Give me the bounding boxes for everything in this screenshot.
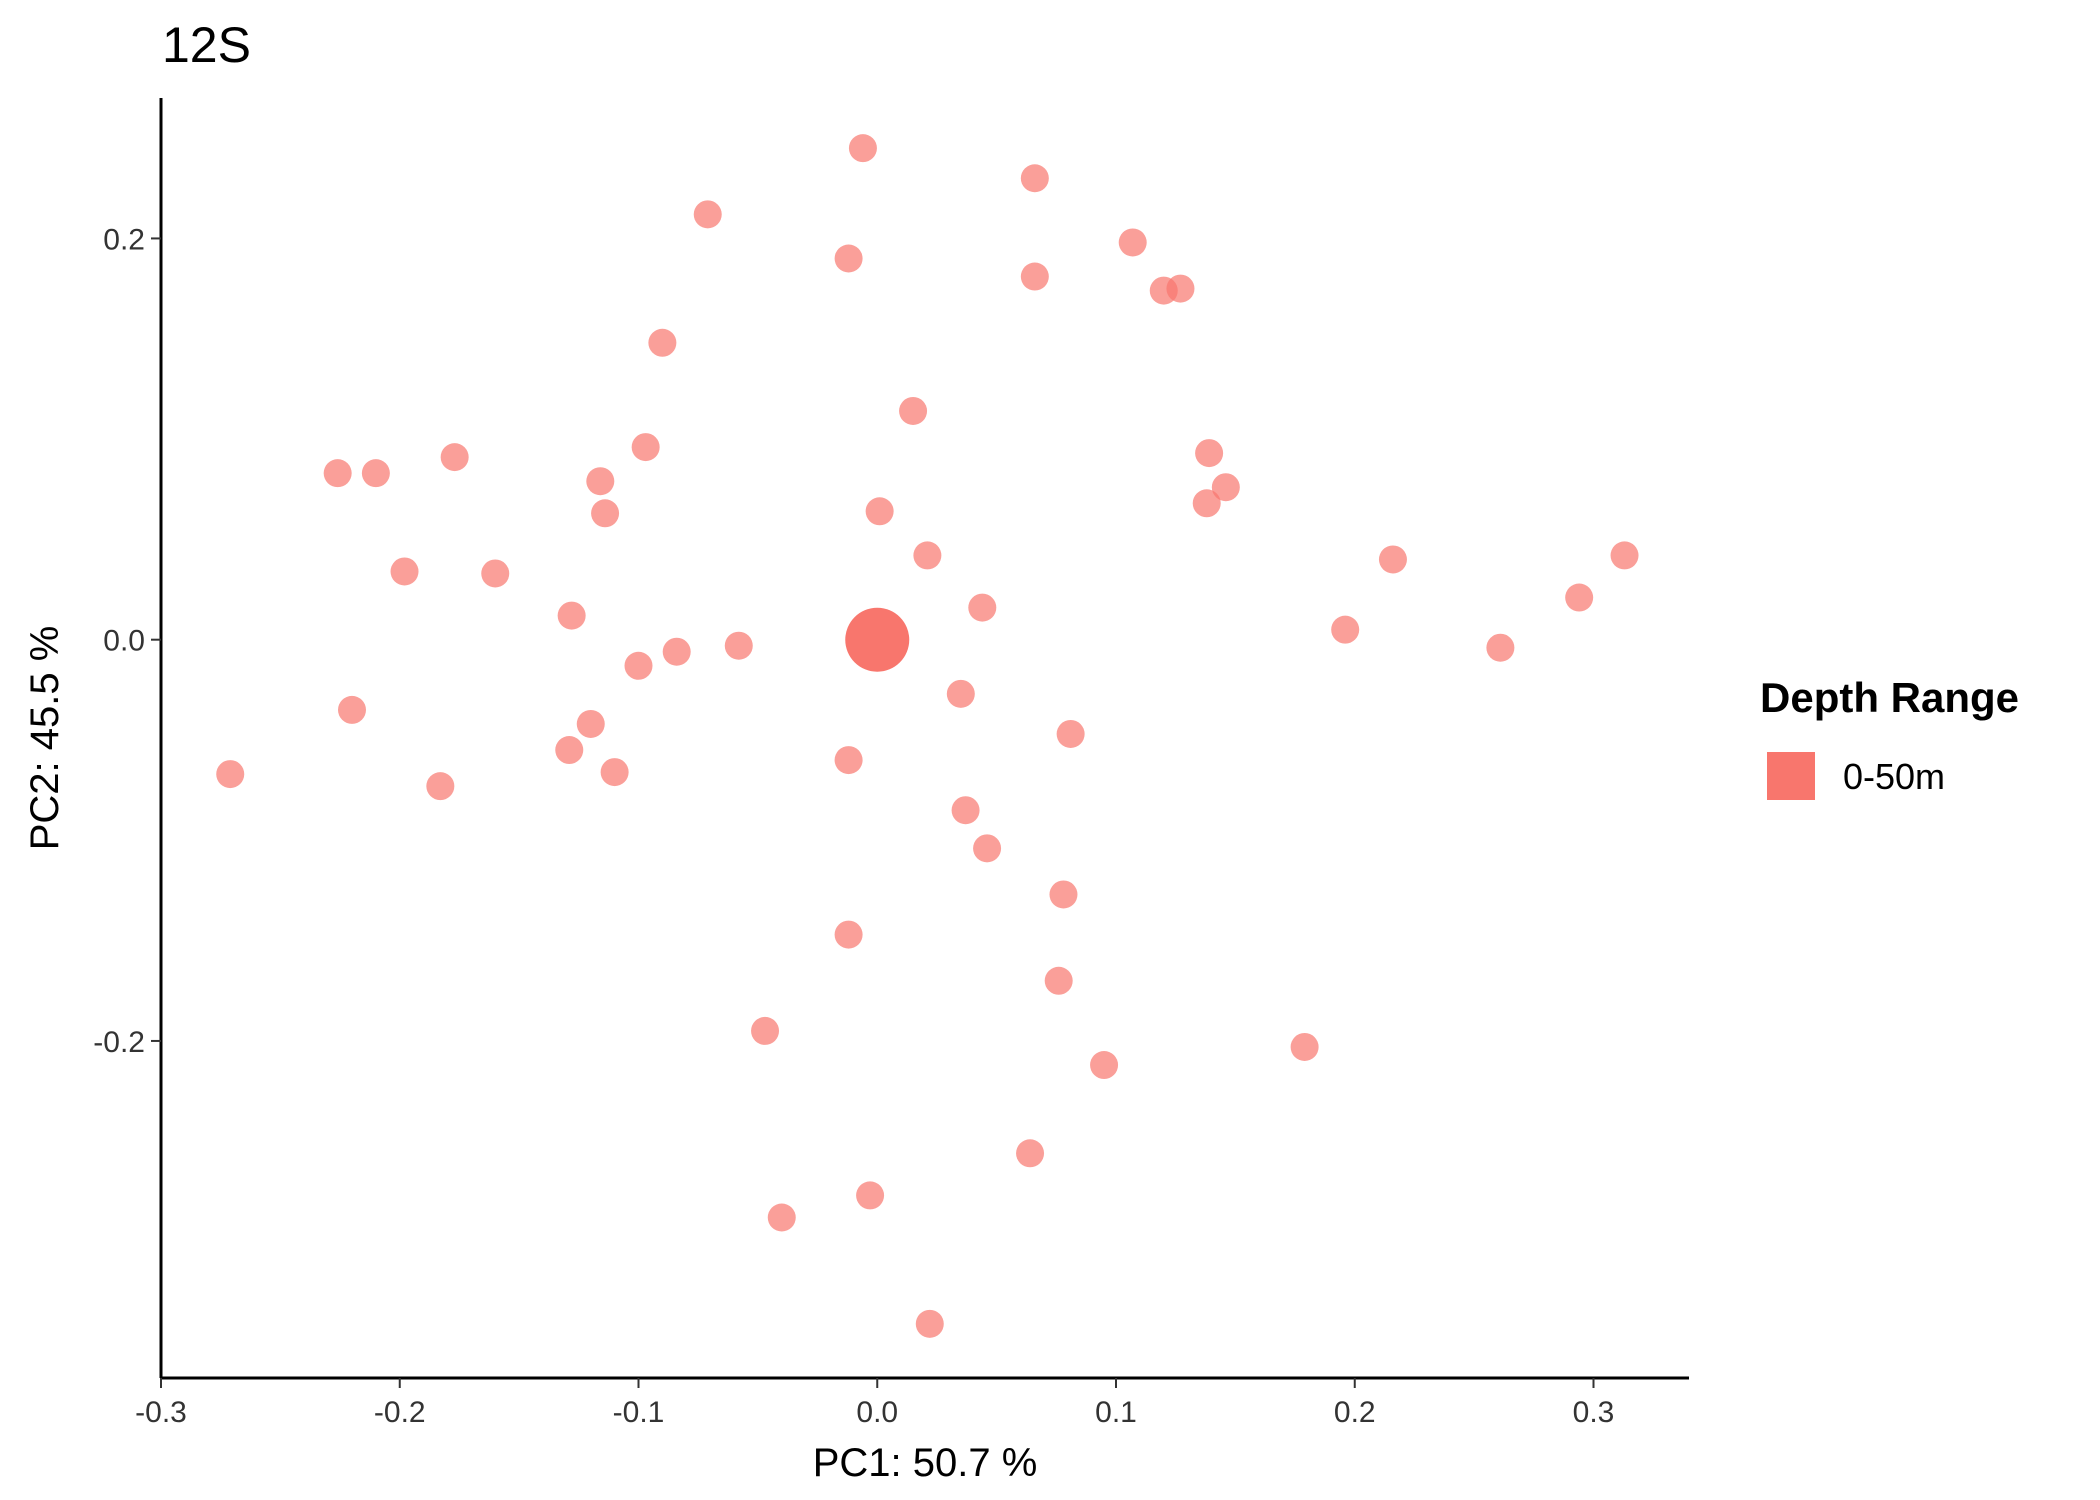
data-point bbox=[662, 637, 691, 666]
x-tick-label: 0.0 bbox=[856, 1396, 898, 1429]
data-point bbox=[767, 1203, 796, 1232]
x-tick-label: -0.2 bbox=[374, 1396, 426, 1429]
points-layer bbox=[216, 134, 1639, 1338]
data-point bbox=[1378, 545, 1407, 574]
data-point bbox=[951, 796, 980, 825]
x-tick-label: 0.1 bbox=[1095, 1396, 1137, 1429]
data-point bbox=[915, 1309, 944, 1338]
data-point bbox=[834, 920, 863, 949]
chart-title: 12S bbox=[162, 17, 251, 73]
x-tick-label: 0.3 bbox=[1573, 1396, 1615, 1429]
data-point bbox=[600, 758, 629, 787]
legend: Depth Range 0-50m bbox=[1760, 674, 2019, 800]
data-point bbox=[440, 443, 469, 472]
y-tick-label: -0.2 bbox=[93, 1026, 145, 1059]
data-point bbox=[1118, 228, 1147, 257]
data-point bbox=[1610, 541, 1639, 570]
data-point bbox=[1331, 615, 1360, 644]
data-point bbox=[426, 772, 455, 801]
x-tick-label: -0.1 bbox=[613, 1396, 665, 1429]
centroid-layer bbox=[845, 607, 910, 672]
data-point bbox=[865, 497, 894, 526]
data-point bbox=[848, 134, 877, 163]
data-point bbox=[216, 760, 245, 789]
data-point bbox=[1290, 1032, 1319, 1061]
data-point bbox=[1211, 473, 1240, 502]
data-point bbox=[1090, 1051, 1119, 1080]
data-point bbox=[591, 499, 620, 528]
data-point bbox=[1016, 1139, 1045, 1168]
legend-title: Depth Range bbox=[1760, 674, 2019, 721]
data-point bbox=[323, 459, 352, 488]
y-axis-ticks: -0.2 0.0 0.2 bbox=[93, 223, 161, 1059]
y-tick-label: 0.0 bbox=[103, 625, 145, 658]
data-point bbox=[555, 736, 584, 765]
data-point bbox=[913, 541, 942, 570]
data-point bbox=[1049, 880, 1078, 909]
legend-key-0-50m bbox=[1767, 752, 1815, 800]
data-point bbox=[557, 601, 586, 630]
data-point bbox=[1166, 274, 1195, 303]
data-point bbox=[834, 244, 863, 273]
x-tick-label: 0.2 bbox=[1334, 1396, 1376, 1429]
data-point bbox=[338, 695, 366, 724]
data-point bbox=[586, 467, 615, 496]
data-point bbox=[1195, 439, 1224, 468]
data-point bbox=[946, 679, 975, 708]
centroid-point bbox=[845, 607, 910, 672]
data-point bbox=[899, 396, 928, 425]
data-point bbox=[631, 433, 660, 462]
y-tick-label: 0.2 bbox=[103, 223, 145, 256]
data-point bbox=[1056, 719, 1085, 748]
data-point bbox=[390, 557, 419, 586]
data-point bbox=[1020, 164, 1049, 193]
data-point bbox=[481, 559, 510, 588]
data-point bbox=[1192, 489, 1221, 518]
data-point bbox=[1020, 262, 1049, 291]
data-point bbox=[834, 746, 863, 775]
data-point bbox=[1486, 633, 1515, 662]
data-point bbox=[1044, 966, 1073, 995]
data-point bbox=[751, 1016, 780, 1045]
x-axis-ticks: -0.3 -0.2 -0.1 0.0 0.1 0.2 0.3 bbox=[135, 1378, 1614, 1429]
data-point bbox=[856, 1181, 885, 1210]
data-point bbox=[724, 631, 753, 660]
data-point bbox=[1565, 583, 1594, 612]
legend-label-0-50m: 0-50m bbox=[1843, 756, 1945, 797]
data-point bbox=[973, 834, 1002, 863]
data-point bbox=[693, 200, 722, 229]
y-axis-title: PC2: 45.5 % bbox=[23, 626, 67, 851]
data-point bbox=[648, 328, 677, 357]
data-point bbox=[361, 459, 390, 488]
x-tick-label: -0.3 bbox=[135, 1396, 187, 1429]
data-point bbox=[624, 651, 653, 680]
data-point bbox=[576, 709, 605, 738]
data-point bbox=[968, 593, 997, 622]
x-axis-title: PC1: 50.7 % bbox=[813, 1441, 1038, 1485]
